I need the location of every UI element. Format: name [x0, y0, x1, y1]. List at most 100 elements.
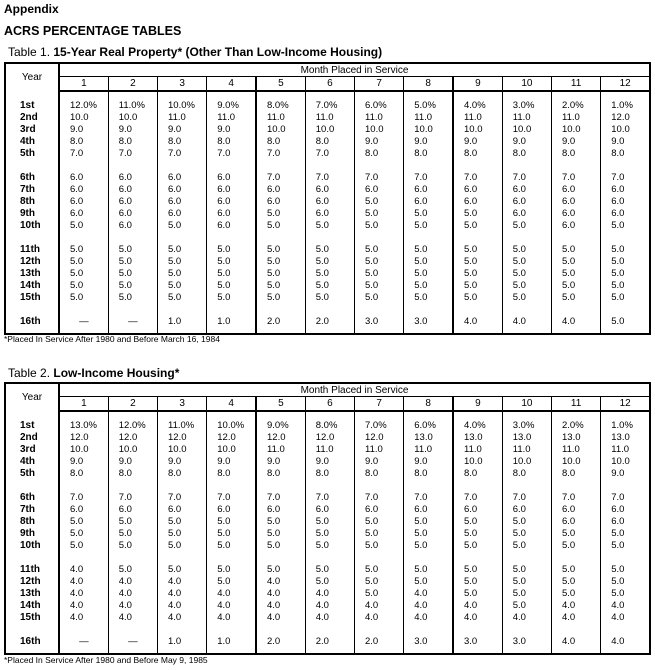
percentage-cell: 11.0	[501, 112, 552, 124]
percentage-cell: 8.0	[206, 136, 256, 148]
percentage-cell: 10.0	[107, 112, 158, 124]
percentage-cell: 5.0	[600, 540, 650, 552]
percentage-cell: 4.0	[550, 636, 601, 648]
value-cell-spacer	[451, 624, 503, 636]
percentage-cell: 6.0	[353, 184, 404, 196]
percentage-cell: 10.0	[254, 124, 306, 136]
percentage-cell: 7.0	[254, 148, 306, 160]
percentage-cell: 5.0	[600, 244, 650, 256]
percentage-cell: 5.0	[353, 564, 404, 576]
value-cell-spacer	[304, 624, 355, 636]
percentage-cell: 6.0%	[403, 420, 453, 432]
month-number-row: 1 2 3 4 5 6 7 8 9 10 11 12	[5, 76, 650, 92]
percentage-cell: 5.0	[304, 540, 355, 552]
percentage-cell: 7.0	[156, 148, 207, 160]
percentage-cell: 5.0	[550, 244, 601, 256]
percentage-cell: 8.0	[353, 148, 404, 160]
table-row: 4th 9.0 9.0 9.0 9.0 9.0 9.0 9.0 9.0 10.0 10.0 10.0 1…	[5, 456, 650, 468]
percentage-cell: 7.0	[304, 148, 355, 160]
percentage-cell: 10.0	[206, 444, 256, 456]
percentage-cell: 4.0	[206, 600, 256, 612]
month-column-header: 1	[58, 396, 109, 412]
percentage-cell: 3.0%	[501, 420, 552, 432]
percentage-cell: 11.0	[304, 444, 355, 456]
percentage-cell: 9.0	[403, 456, 453, 468]
table-row: 7th 6.0 6.0 6.0 6.0 6.0 6.0 6.0 6.0 6.0 6.0 6.0 6.0	[5, 504, 650, 516]
year-header: Year	[5, 383, 60, 411]
value-cell-spacer	[156, 480, 207, 492]
percentage-cell: 9.0	[600, 136, 650, 148]
percentage-cell: 4.0	[304, 612, 355, 624]
percentage-cell: 6.0	[58, 504, 109, 516]
value-cell-spacer	[403, 91, 453, 100]
value-cell-spacer	[600, 91, 650, 100]
percentage-cell: 5.0	[403, 540, 453, 552]
percentage-cell: 8.0	[107, 468, 158, 480]
percentage-cell: 13.0	[451, 432, 503, 444]
percentage-cell: 6.0	[451, 184, 503, 196]
percentage-cell: 6.0	[206, 196, 256, 208]
percentage-cell: 7.0	[501, 172, 552, 184]
header-row: Year Month Placed in Service	[5, 63, 650, 91]
percentage-cell: 7.0	[501, 492, 552, 504]
value-cell-spacer	[107, 304, 158, 316]
percentage-cell: 5.0	[58, 256, 109, 268]
percentage-cell: 9.0%	[206, 100, 256, 112]
table-row: 2nd 10.0 10.0 11.0 11.0 11.0 11.0 11.0 11.0 11.0 1…	[5, 112, 650, 124]
month-column-header: 4	[206, 396, 256, 412]
percentage-cell: 6.0	[304, 184, 355, 196]
percentage-cell: 13.0	[501, 432, 552, 444]
percentage-cell: 1.0	[156, 316, 207, 328]
month-column-header: 2	[107, 396, 158, 412]
table-row: 15th 5.0 5.0 5.0 5.0 5.0 5.0 5.0 5.0 5.0 5.0 5.0 5.0	[5, 292, 650, 304]
percentage-cell: 11.0	[353, 444, 404, 456]
value-cell-spacer	[206, 480, 256, 492]
percentage-cell: 5.0	[501, 528, 552, 540]
value-cell-spacer	[156, 648, 207, 654]
year-cell: 9th	[5, 528, 60, 540]
percentage-cell: 12.0	[353, 432, 404, 444]
percentage-cell: 7.0	[451, 492, 503, 504]
year-cell: 3rd	[5, 444, 60, 456]
month-column-header: 7	[353, 396, 404, 412]
percentage-cell: 8.0	[501, 468, 552, 480]
percentage-cell: —	[107, 316, 158, 328]
percentage-cell: 4.0	[58, 612, 109, 624]
percentage-cell: 7.0	[600, 492, 650, 504]
percentage-cell: 5.0	[501, 564, 552, 576]
percentage-cell: 5.0	[501, 600, 552, 612]
year-cell-spacer	[5, 648, 60, 654]
percentage-cell: 8.0	[403, 468, 453, 480]
percentage-cell: 6.0	[550, 196, 601, 208]
percentage-cell: 8.0	[156, 136, 207, 148]
percentage-cell: 12.0	[156, 432, 207, 444]
percentage-cell: 6.0	[156, 172, 207, 184]
table-row: 3rd 10.0 10.0 10.0 10.0 11.0 11.0 11.0 11.0 11.0 1…	[5, 444, 650, 456]
value-cell-spacer	[304, 480, 355, 492]
value-cell-spacer	[451, 304, 503, 316]
value-cell-spacer	[107, 411, 158, 420]
row-spacer	[5, 648, 650, 654]
row-spacer	[5, 328, 650, 334]
percentage-cell: 4.0	[156, 588, 207, 600]
percentage-cell: 6.0	[550, 504, 601, 516]
percentage-cell: 5.0	[254, 268, 306, 280]
percentage-cell: 11.0	[254, 112, 306, 124]
percentage-cell: 6.0	[156, 208, 207, 220]
percentage-cell: 4.0%	[451, 420, 503, 432]
value-cell-spacer	[550, 624, 601, 636]
percentage-cell: 5.0	[353, 576, 404, 588]
percentage-cell: 10.0	[451, 124, 503, 136]
percentage-cell: 10.0	[600, 456, 650, 468]
percentage-cell: 11.0	[304, 112, 355, 124]
table-1-title: 15-Year Real Property* (Other Than Low-I…	[53, 45, 383, 59]
percentage-cell: 5.0	[254, 220, 306, 232]
percentage-cell: 5.0	[403, 576, 453, 588]
percentage-cell: 5.0	[451, 208, 503, 220]
value-cell-spacer	[304, 160, 355, 172]
value-cell-spacer	[58, 328, 109, 334]
percentage-cell: 4.0	[254, 612, 306, 624]
percentage-cell: 5.0	[254, 516, 306, 528]
percentage-cell: 5.0	[550, 528, 601, 540]
percentage-cell: 5.0	[501, 540, 552, 552]
